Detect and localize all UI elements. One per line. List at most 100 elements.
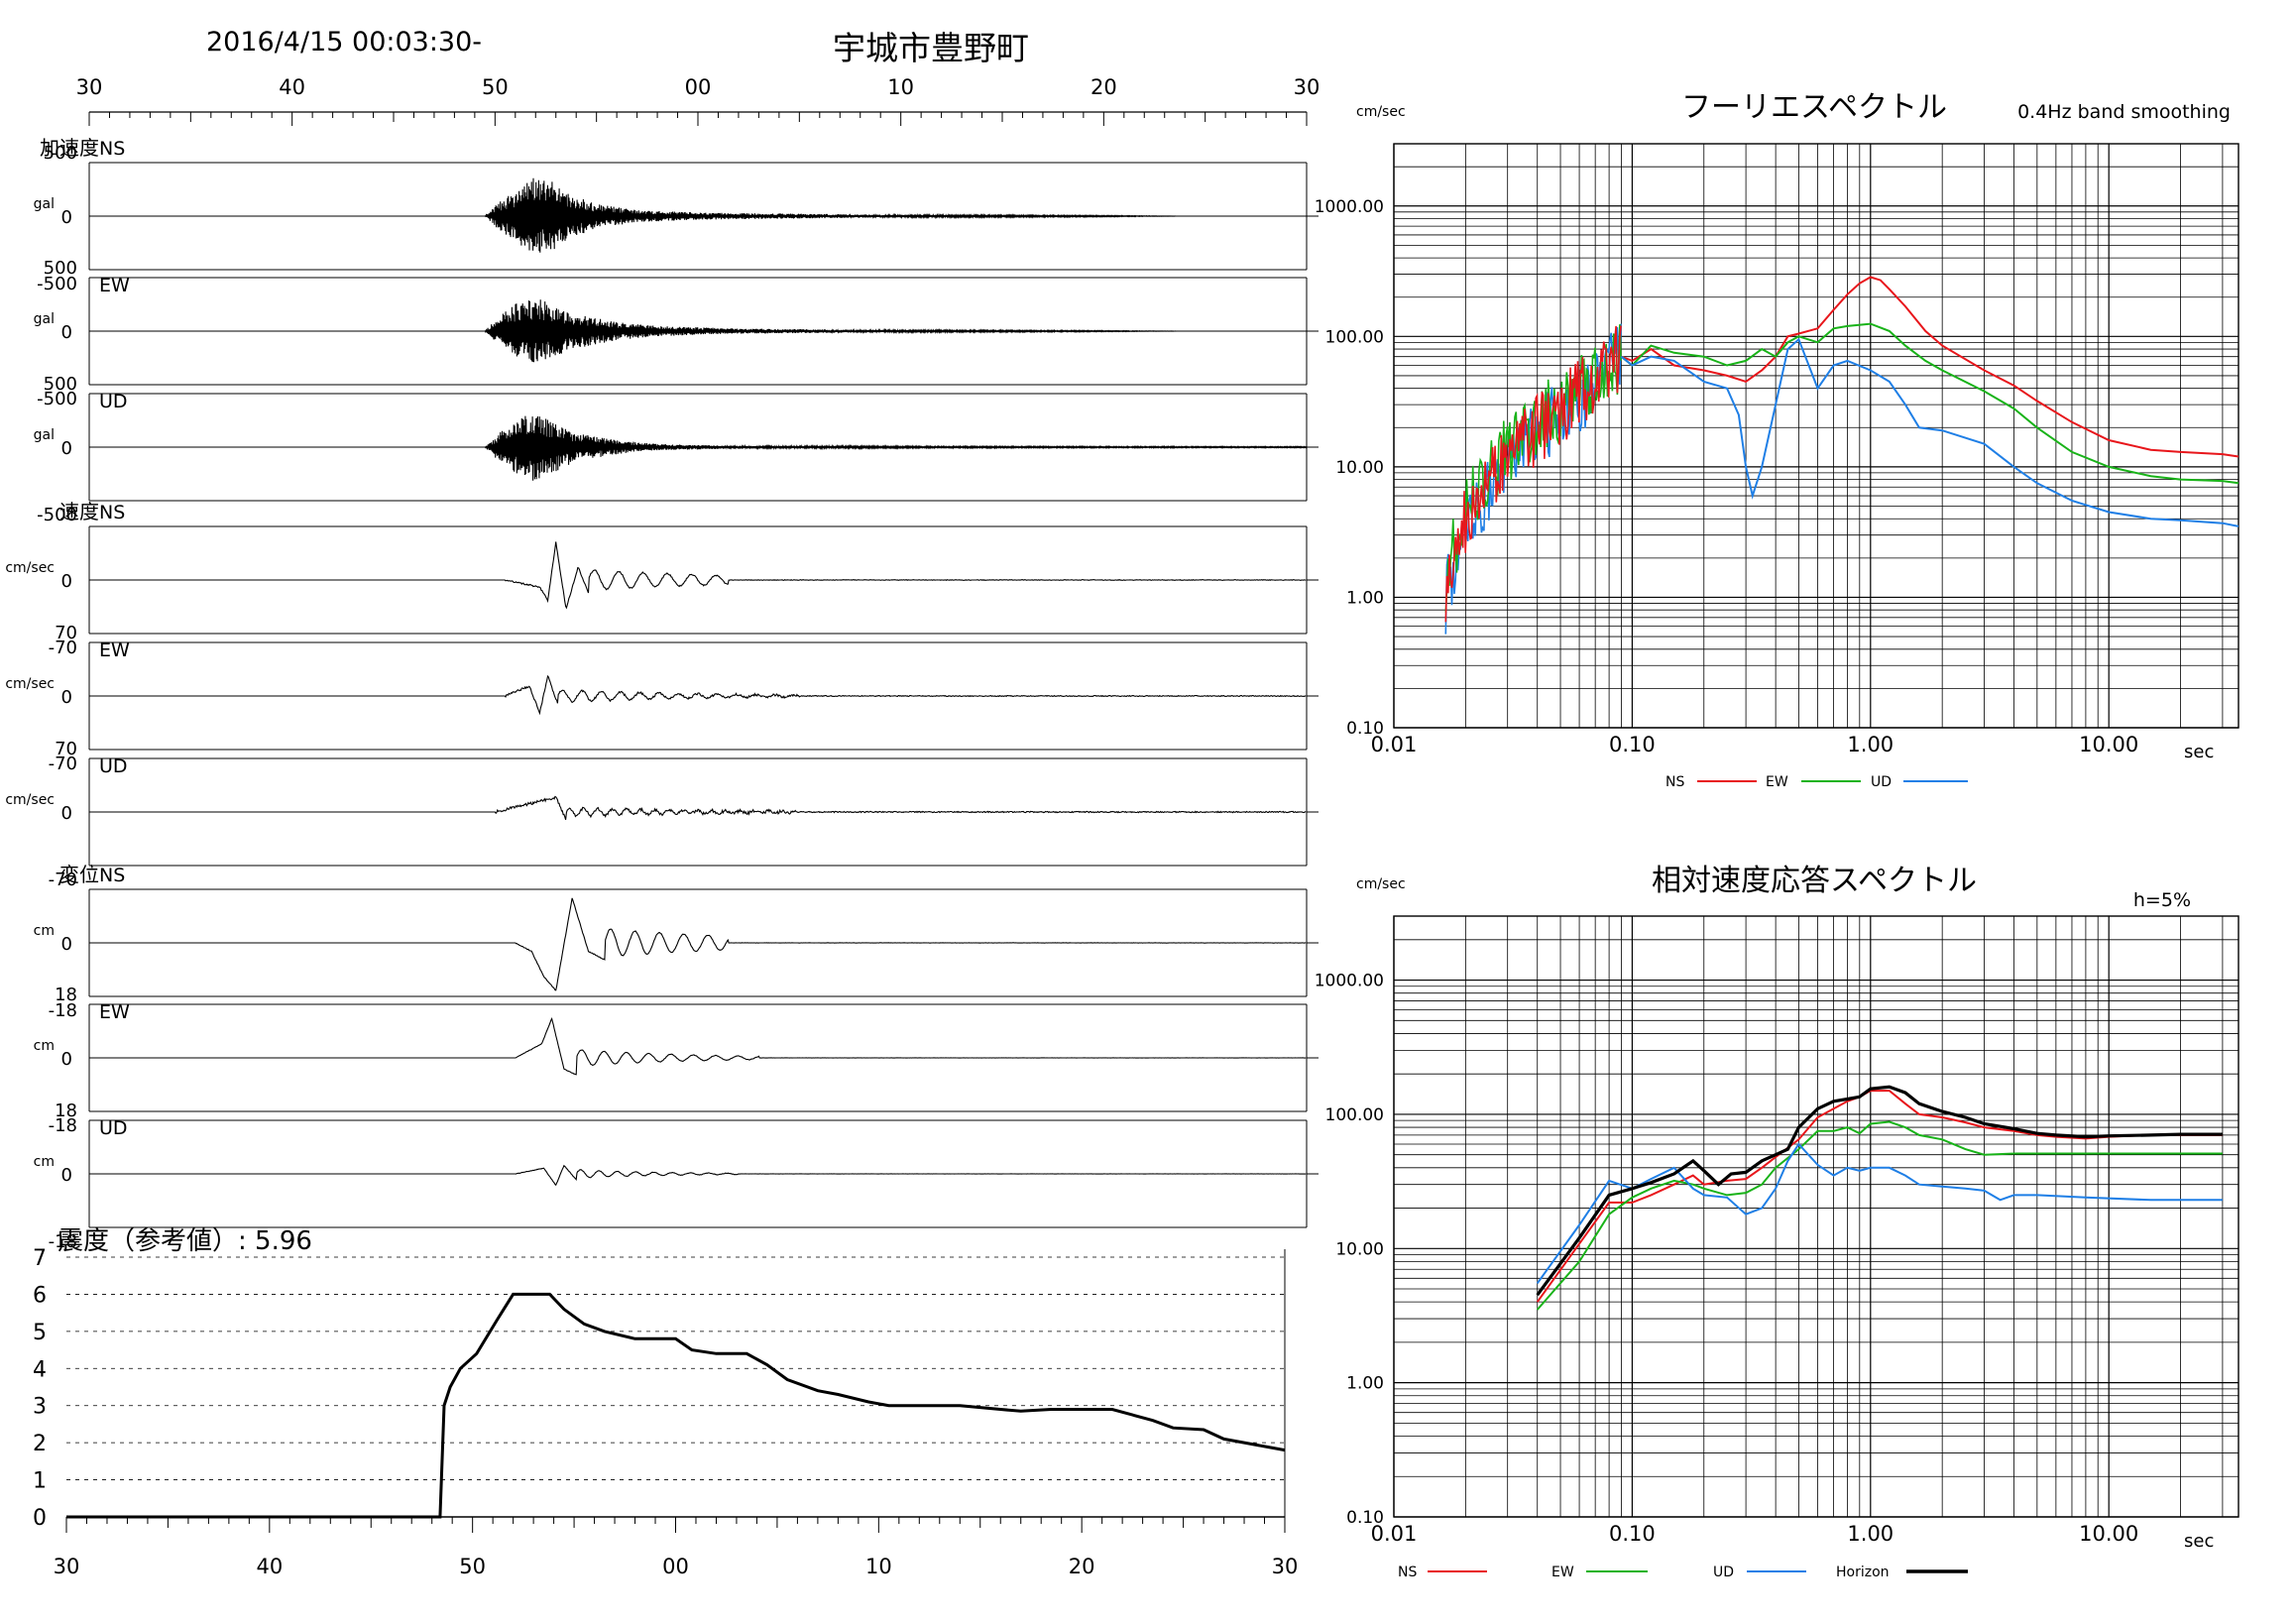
waveform-trace-ew xyxy=(89,299,1307,363)
series-line-ew xyxy=(1536,1120,2223,1311)
series-line-horizon xyxy=(1536,1085,2223,1297)
legend-label-ud: UD xyxy=(1713,1565,1734,1580)
spectrum-y-tick-label: 1.00 xyxy=(1346,1374,1384,1394)
panel-component-label: EW xyxy=(99,1001,130,1023)
fourier-spectrum-chart: フーリエスペクトル 0.4Hz band smoothing cm/sec sec 0.… xyxy=(1315,90,2239,790)
waveform-trace-ud xyxy=(89,795,1307,820)
panel-bottom-value: -500 xyxy=(37,505,77,525)
waveform-trace-ns xyxy=(89,541,1307,610)
time-tick-label: 20 xyxy=(1091,75,1117,99)
panel-unit: cm/sec xyxy=(5,792,55,808)
intensity-x-tick-label: 30 xyxy=(1272,1555,1299,1578)
intensity-y-tick-label: 7 xyxy=(33,1246,47,1271)
panel-zero-value: 0 xyxy=(61,934,72,955)
panel-component-label: NS xyxy=(99,502,125,523)
panel-bottom-value: -500 xyxy=(37,389,77,409)
intensity-y-tick-label: 0 xyxy=(33,1506,47,1531)
spectrum-y-tick-label: 1000.00 xyxy=(1315,197,1384,217)
spectrum-y-tick-label: 1000.00 xyxy=(1315,972,1384,991)
time-tick-label: 50 xyxy=(482,75,509,99)
panel-bottom-value: -18 xyxy=(49,1231,77,1252)
legend-label-ew: EW xyxy=(1766,774,1788,790)
time-tick-label: 10 xyxy=(887,75,914,99)
panel-zero-value: 0 xyxy=(61,438,72,459)
panel-zero-value: 0 xyxy=(61,1049,72,1070)
panel-top-value: 500 xyxy=(44,258,77,279)
waveform-panel-group-ns: 0 -18 cm 変位 NS xyxy=(34,863,1319,1021)
intensity-y-tick-label: 2 xyxy=(33,1432,47,1456)
fourier-noise-ns xyxy=(1444,325,1622,623)
waveform-panel-group-ns: 500 0 -500 gal 加速度 NS xyxy=(34,136,1319,294)
legend-label-ud: UD xyxy=(1871,774,1892,790)
series-line-ns xyxy=(1621,276,2239,458)
waveform-panel-sub-ew: 18 0 -18 cm EW xyxy=(34,985,1319,1136)
legend-label-ns: NS xyxy=(1665,774,1684,790)
panel-group-label: 加速度 xyxy=(40,136,99,160)
waveform-trace-ns xyxy=(89,177,1307,253)
spectrum-note: h=5% xyxy=(2133,889,2191,911)
panel-zero-value: 0 xyxy=(61,1165,72,1186)
panel-component-label: UD xyxy=(99,391,128,412)
intensity-x-tick-label: 40 xyxy=(256,1555,283,1578)
panel-bottom-value: -500 xyxy=(37,274,77,294)
spectrum-y-unit: cm/sec xyxy=(1356,104,1406,120)
panel-top-value: 18 xyxy=(55,1101,77,1121)
spectrum-x-tick-label: 0.01 xyxy=(1371,1522,1418,1546)
waveform-panel-sub-ud: 70 0 -70 cm/sec UD xyxy=(5,739,1319,890)
series-line-ud xyxy=(1620,337,2239,527)
intensity-chart: 震度（参考値）: 5.96 0 1 2 3 4 5 6 7 30 40 50 00 10 20 30 xyxy=(33,1226,1298,1578)
spectrum-note: 0.4Hz band smoothing xyxy=(2017,101,2231,123)
intensity-y-tick-label: 3 xyxy=(33,1395,47,1420)
record-datetime: 2016/4/15 00:03:30- xyxy=(206,27,483,58)
response-spectrum-chart: 相対速度応答スペクトル h=5% cm/sec sec 0.10 1.00 10.00 100… xyxy=(1315,864,2239,1580)
panel-zero-value: 0 xyxy=(61,803,72,824)
panel-zero-value: 0 xyxy=(61,571,72,592)
spectrum-x-tick-label: 0.01 xyxy=(1371,733,1418,756)
spectrum-y-tick-label: 10.00 xyxy=(1335,458,1384,478)
panel-unit: cm xyxy=(34,1038,55,1054)
panel-top-value: 70 xyxy=(55,623,77,643)
panel-bottom-value: -70 xyxy=(49,638,77,658)
waveform-panel-group-ns: 0 -70 cm/sec 速度 NS xyxy=(5,500,1319,658)
spectrum-y-tick-label: 10.00 xyxy=(1335,1239,1384,1259)
station-name: 宇城市豊野町 xyxy=(833,29,1029,67)
panel-component-label: EW xyxy=(99,275,130,296)
spectrum-y-tick-label: 1.00 xyxy=(1346,588,1384,608)
waveform-panel-sub-ud: 18 0 -18 cm UD xyxy=(34,1101,1319,1252)
intensity-x-tick-label: 00 xyxy=(662,1555,689,1578)
panel-bottom-value: -70 xyxy=(49,869,77,890)
panel-top-value: 500 xyxy=(44,143,77,164)
panel-unit: gal xyxy=(34,311,55,327)
intensity-x-tick-label: 50 xyxy=(459,1555,486,1578)
panel-unit: cm xyxy=(34,1154,55,1170)
waveform-trace-ew xyxy=(89,674,1307,716)
intensity-x-tick-label: 30 xyxy=(54,1555,80,1578)
panel-component-label: UD xyxy=(99,755,128,777)
panel-unit: gal xyxy=(34,427,55,443)
legend-label-ew: EW xyxy=(1551,1565,1574,1580)
panel-unit: cm xyxy=(34,923,55,939)
spectrum-x-tick-label: 1.00 xyxy=(1847,733,1894,756)
spectrum-x-tick-label: 0.10 xyxy=(1609,1522,1656,1546)
spectrum-frame xyxy=(1393,143,2239,729)
time-tick-label: 00 xyxy=(685,75,712,99)
panel-zero-value: 0 xyxy=(61,207,72,228)
intensity-y-tick-label: 1 xyxy=(33,1469,47,1494)
spectrum-x-tick-label: 1.00 xyxy=(1847,1522,1894,1546)
waveform-trace-ud xyxy=(89,415,1308,481)
panel-group-label: 速度 xyxy=(59,500,99,523)
time-tick-label: 30 xyxy=(76,75,103,99)
spectrum-x-tick-label: 10.00 xyxy=(2079,733,2138,756)
panel-component-label: NS xyxy=(99,865,125,886)
intensity-x-tick-label: 20 xyxy=(1069,1555,1095,1578)
intensity-line xyxy=(66,1292,1286,1519)
time-tick-label: 30 xyxy=(1294,75,1320,99)
spectrum-x-tick-label: 0.10 xyxy=(1609,733,1656,756)
spectrum-frame xyxy=(1393,915,2239,1518)
legend-label-horizon: Horizon xyxy=(1836,1565,1890,1580)
series-line-ud xyxy=(1536,1142,2223,1284)
panel-unit: gal xyxy=(34,196,55,212)
panel-unit: cm/sec xyxy=(5,676,55,692)
